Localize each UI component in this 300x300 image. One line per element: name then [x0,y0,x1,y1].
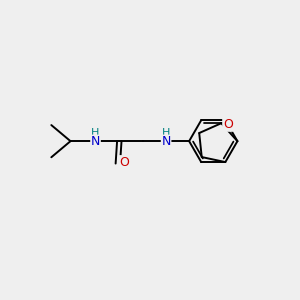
Text: N: N [91,135,100,148]
Text: O: O [119,156,129,169]
Text: O: O [223,118,233,131]
Text: H: H [91,128,100,138]
Text: H: H [162,128,170,138]
Text: N: N [161,135,171,148]
